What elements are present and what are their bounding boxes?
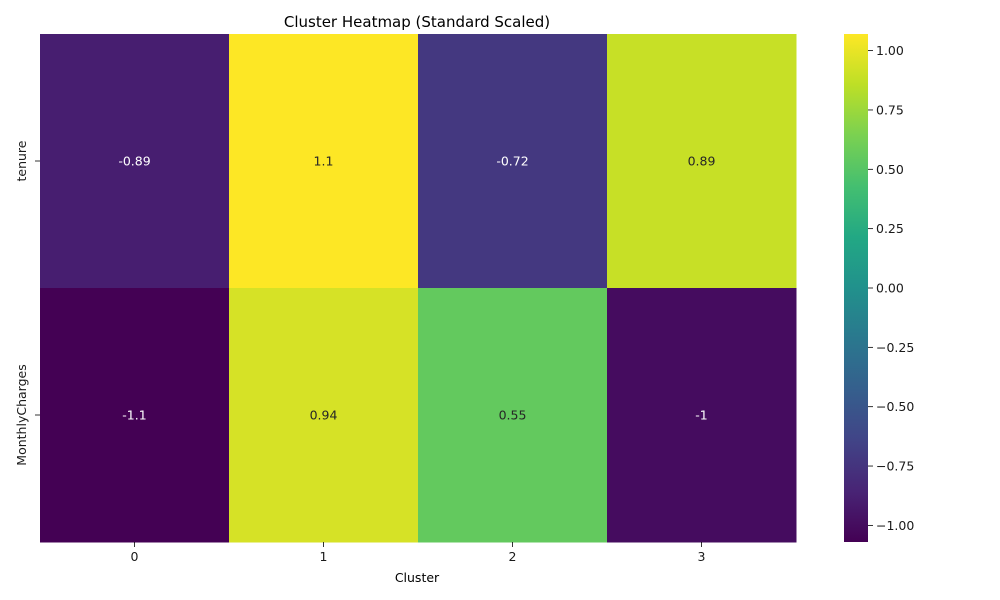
x-axis-ticks: 0 1 2 3 <box>131 542 706 564</box>
cell-value-label: -1.1 <box>122 408 146 423</box>
colorbar-tick-label: 0.75 <box>876 102 904 117</box>
heatmap-cell <box>418 288 608 543</box>
x-tick-label: 0 <box>131 549 139 564</box>
x-tick-label: 2 <box>509 549 517 564</box>
cell-value-label: 0.94 <box>310 408 338 423</box>
y-tick-label: tenure <box>14 140 29 181</box>
heatmap-cell <box>40 34 230 289</box>
heatmap-cell <box>229 288 419 543</box>
x-tick-label: 1 <box>320 549 328 564</box>
cell-value-label: -0.72 <box>496 154 528 169</box>
colorbar-tick-label: −0.75 <box>876 459 914 474</box>
colorbar-tick-label: 0.00 <box>876 281 904 296</box>
colorbar-tick-label: 0.25 <box>876 221 904 236</box>
x-tick-label: 3 <box>698 549 706 564</box>
colorbar: 1.00 0.75 0.50 0.25 0.00 −0.25 −0.50 −0.75 −1.00 <box>844 34 914 542</box>
heatmap-cell <box>229 34 419 289</box>
heatmap-cell <box>607 34 797 289</box>
colorbar-tick-label: 0.50 <box>876 162 904 177</box>
colorbar-tick-label: −0.50 <box>876 399 914 414</box>
heatmap-cells: -0.89 1.1 -0.72 0.89 -1.1 0.94 0.55 -1 <box>40 34 797 543</box>
y-axis-ticks: tenure MonthlyCharges <box>14 140 40 466</box>
y-tick-label: MonthlyCharges <box>14 364 29 465</box>
cell-value-label: 1.1 <box>314 154 334 169</box>
heatmap-cell <box>418 34 608 289</box>
colorbar-tick-label: 1.00 <box>876 43 904 58</box>
cell-value-label: -1 <box>695 408 707 423</box>
cell-value-label: 0.55 <box>499 408 527 423</box>
cell-value-label: 0.89 <box>688 154 716 169</box>
cell-value-label: -0.89 <box>118 154 150 169</box>
colorbar-tick-label: −1.00 <box>876 518 914 533</box>
colorbar-tick-label: −0.25 <box>876 340 914 355</box>
heatmap-cell <box>607 288 797 543</box>
colorbar-gradient <box>844 34 868 542</box>
chart-title: Cluster Heatmap (Standard Scaled) <box>284 13 550 31</box>
heatmap-cell <box>40 288 230 543</box>
x-axis-label: Cluster <box>395 570 440 585</box>
